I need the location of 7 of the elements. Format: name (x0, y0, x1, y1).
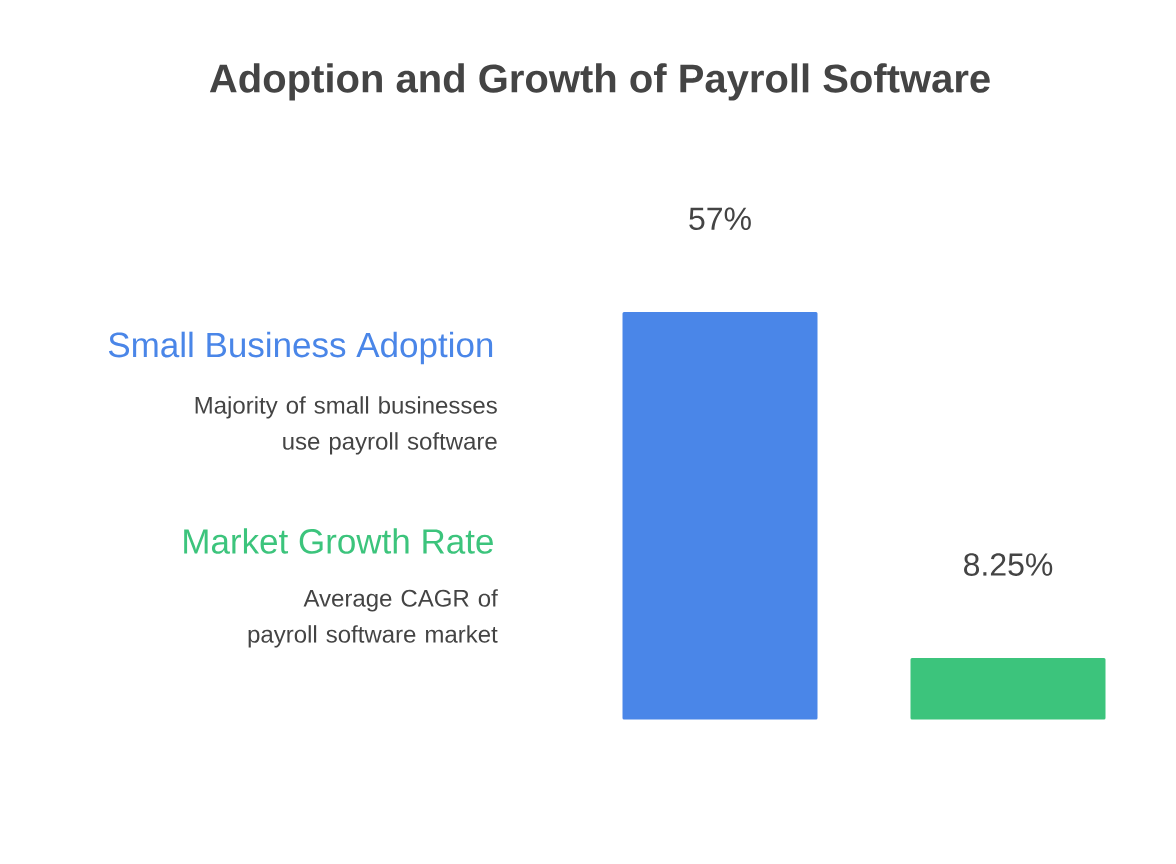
text: Market Growth Rate (184, 528, 493, 554)
data-label: 8.25% (964, 553, 1053, 576)
text: Majority of small businesses use payroll software (195, 396, 497, 455)
chart-title: Adoption and Growth of Payroll Software (209, 63, 990, 101)
text: Average CAGR of payroll software market (248, 589, 498, 648)
text: Small Business Adoption (108, 331, 493, 365)
data-label: 57% (689, 207, 751, 231)
